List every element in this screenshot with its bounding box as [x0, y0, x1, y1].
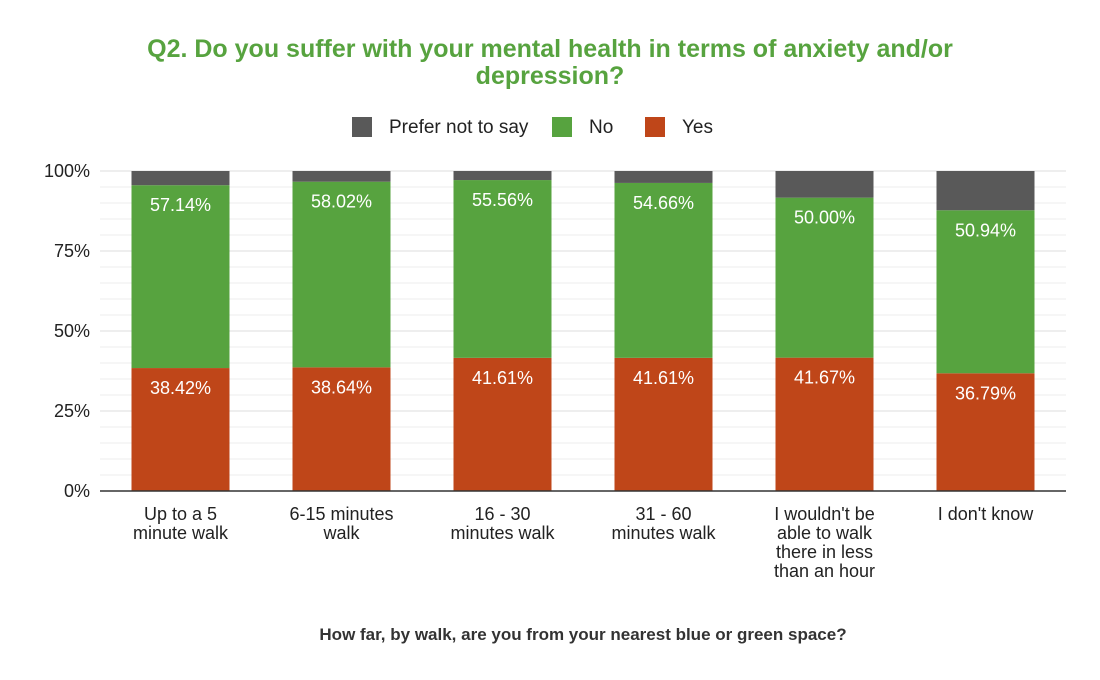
bar-segment-no [131, 185, 230, 369]
data-labels: 38.42% 57.14% 38.64% 58.02% 41.61% 55.56% 41.6… [150, 190, 1016, 403]
x-category-label: Up to a 5 [144, 504, 217, 524]
data-label: 38.42% [150, 378, 211, 398]
y-tick-label: 0% [64, 481, 90, 501]
bar-segment-yes [131, 368, 230, 491]
bar-segment-yes [453, 357, 552, 491]
bar-segment-no [775, 197, 874, 358]
bars [131, 171, 1035, 491]
bar-segment-prefer-not-to-say [292, 171, 391, 182]
data-label: 54.66% [633, 193, 694, 213]
bar-segment-yes [936, 373, 1035, 491]
x-category-label: 6-15 minutes [289, 504, 393, 524]
x-category-label: I don't know [938, 504, 1034, 524]
y-tick-label: 100% [44, 161, 90, 181]
legend-entry-label: Prefer not to say [389, 117, 529, 138]
x-category-label: walk [322, 523, 360, 543]
bar-segment-no [453, 180, 552, 358]
chart-title-line: depression? [476, 62, 625, 90]
legend-swatch [352, 117, 372, 137]
x-axis-label: How far, by walk, are you from your near… [319, 625, 846, 644]
legend-entry-label: Yes [682, 117, 713, 138]
bar-segment-prefer-not-to-say [775, 171, 874, 198]
data-label: 41.67% [794, 368, 855, 388]
x-category-label: minutes walk [450, 523, 555, 543]
x-category-label: 31 - 60 [635, 504, 691, 524]
legend: Prefer not to say No Yes [352, 117, 713, 138]
x-category-label: I wouldn't be [774, 504, 875, 524]
x-category-label: 16 - 30 [474, 504, 530, 524]
y-axis-ticks: 0% 25% 50% 75% 100% [44, 161, 90, 501]
data-label: 38.64% [311, 377, 372, 397]
legend-swatch [552, 117, 572, 137]
bar-segment-prefer-not-to-say [614, 171, 713, 183]
bar-segment-prefer-not-to-say [453, 171, 552, 181]
data-label: 57.14% [150, 195, 211, 215]
gridlines [100, 170, 1066, 476]
legend-entry-label: No [589, 117, 613, 138]
bar-segment-no [292, 181, 391, 368]
y-tick-label: 75% [54, 241, 90, 261]
x-category-label: able to walk [777, 523, 873, 543]
bar-segment-yes [775, 357, 874, 491]
data-label: 50.94% [955, 220, 1016, 240]
x-category-label: than an hour [774, 561, 875, 581]
chart-title-line: Q2. Do you suffer with your mental healt… [147, 35, 953, 63]
data-label: 41.61% [472, 368, 533, 388]
chart-title: Q2. Do you suffer with your mental healt… [147, 35, 953, 90]
bar-segment-no [614, 182, 713, 358]
x-category-label: minutes walk [611, 523, 716, 543]
x-category-label: minute walk [133, 523, 229, 543]
bar-segment-prefer-not-to-say [131, 171, 230, 186]
bar-segment-yes [614, 357, 713, 491]
bar-segment-prefer-not-to-say [936, 171, 1035, 211]
data-label: 36.79% [955, 383, 1016, 403]
legend-swatch [645, 117, 665, 137]
x-category-label: there in less [776, 542, 873, 562]
data-label: 58.02% [311, 192, 372, 212]
y-tick-label: 50% [54, 321, 90, 341]
data-label: 55.56% [472, 190, 533, 210]
data-label: 41.61% [633, 368, 694, 388]
y-tick-label: 25% [54, 401, 90, 421]
data-label: 50.00% [794, 208, 855, 228]
bar-segment-no [936, 210, 1035, 374]
bar-segment-yes [292, 367, 391, 491]
